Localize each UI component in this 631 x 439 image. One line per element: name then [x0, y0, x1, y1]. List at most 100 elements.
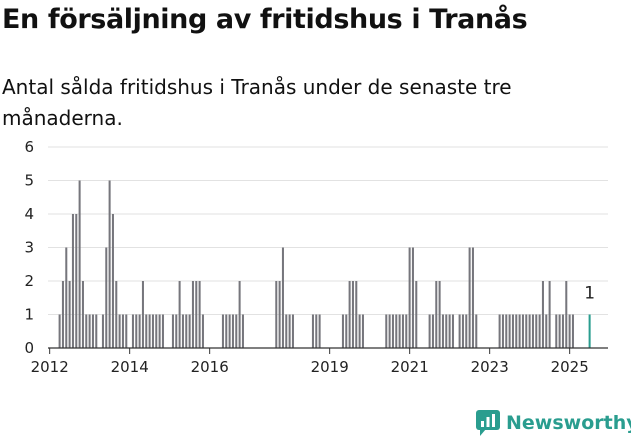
bar — [358, 314, 361, 348]
x-tick-label: 2025 — [551, 358, 589, 376]
bar — [505, 314, 508, 348]
bar — [195, 281, 198, 348]
y-tick-label: 0 — [24, 339, 34, 357]
y-tick-label: 4 — [24, 205, 34, 223]
bar — [531, 314, 534, 348]
bar — [231, 314, 234, 348]
bar — [108, 180, 111, 348]
x-tick-label: 2014 — [111, 358, 149, 376]
bar — [85, 314, 88, 348]
bar — [451, 314, 454, 348]
bar — [141, 281, 144, 348]
bar — [565, 281, 568, 348]
bar — [228, 314, 231, 348]
bar — [131, 314, 134, 348]
bar — [435, 281, 438, 348]
bar — [285, 314, 288, 348]
bar — [68, 281, 71, 348]
bar — [411, 247, 414, 348]
bar — [118, 314, 121, 348]
y-tick-label: 6 — [24, 138, 34, 156]
bar — [311, 314, 314, 348]
bar — [431, 314, 434, 348]
bar — [548, 281, 551, 348]
x-tick-label: 2016 — [191, 358, 229, 376]
bar — [351, 281, 354, 348]
bar — [191, 281, 194, 348]
bar — [88, 314, 91, 348]
bar — [511, 314, 514, 348]
bar — [288, 314, 291, 348]
bar — [395, 314, 398, 348]
chart-title: En försäljning av fritidshus i Tranås — [2, 4, 528, 35]
bar — [535, 314, 538, 348]
bar-highlight — [588, 314, 591, 348]
bar — [571, 314, 574, 348]
bar — [345, 314, 348, 348]
bar — [515, 314, 518, 348]
bar — [95, 314, 98, 348]
bar — [518, 314, 521, 348]
bar — [275, 281, 278, 348]
bar — [225, 314, 228, 348]
bar — [201, 314, 204, 348]
bar — [221, 314, 224, 348]
bar — [471, 247, 474, 348]
bar — [348, 281, 351, 348]
bar — [318, 314, 321, 348]
bar — [445, 314, 448, 348]
x-tick-label: 2023 — [471, 358, 509, 376]
bar — [198, 281, 201, 348]
bar — [461, 314, 464, 348]
brand[interactable]: Newsworthy — [476, 408, 631, 438]
bar — [475, 314, 478, 348]
bar — [441, 314, 444, 348]
bar — [75, 214, 78, 348]
bar — [385, 314, 388, 348]
bar — [61, 281, 64, 348]
bar — [145, 314, 148, 348]
y-tick-label: 2 — [24, 272, 34, 290]
y-tick-label: 5 — [24, 172, 34, 190]
bar — [415, 281, 418, 348]
bar — [501, 314, 504, 348]
bar — [178, 281, 181, 348]
bar-annotation: 1 — [584, 284, 595, 304]
bar — [238, 281, 241, 348]
bar — [405, 314, 408, 348]
bar — [408, 247, 411, 348]
newsworthy-logo-icon — [476, 410, 500, 436]
bar — [78, 180, 81, 348]
bar — [65, 247, 68, 348]
bar — [111, 214, 114, 348]
bar — [278, 281, 281, 348]
bar — [545, 314, 548, 348]
bar — [538, 314, 541, 348]
bar — [185, 314, 188, 348]
bar — [121, 314, 124, 348]
y-tick-label: 1 — [24, 306, 34, 324]
chart-subtitle: Antal sålda fritidshus i Tranås under de… — [2, 75, 512, 130]
bar — [315, 314, 318, 348]
bar — [281, 247, 284, 348]
bar — [465, 314, 468, 348]
x-tick-label: 2021 — [391, 358, 429, 376]
bar — [388, 314, 391, 348]
bar — [448, 314, 451, 348]
bar — [158, 314, 161, 348]
x-tick-label: 2012 — [31, 358, 69, 376]
bar — [561, 314, 564, 348]
bar — [241, 314, 244, 348]
bar — [401, 314, 404, 348]
bar — [58, 314, 61, 348]
bar — [508, 314, 511, 348]
bar — [355, 281, 358, 348]
bar — [175, 314, 178, 348]
bar — [155, 314, 158, 348]
bar — [181, 314, 184, 348]
x-tick-label: 2019 — [311, 358, 349, 376]
bar-chart: 0 1 2 3 4 5 6 1 2012 2014 2016 2019 2021 2023 2025 — [24, 138, 608, 376]
bar — [81, 281, 84, 348]
bar — [105, 247, 108, 348]
bar — [521, 314, 524, 348]
